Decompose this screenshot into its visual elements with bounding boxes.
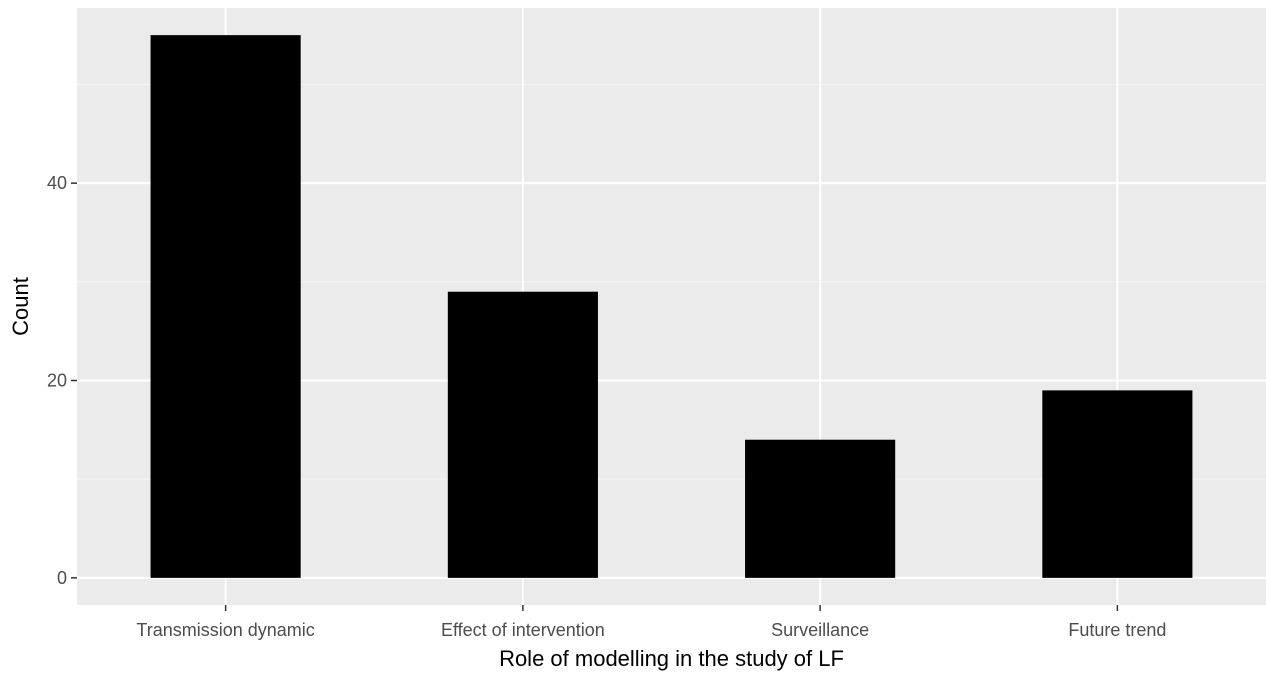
x-axis: Transmission dynamic Effect of interventi… [136, 605, 1166, 640]
x-tick-label: Transmission dynamic [136, 620, 314, 640]
x-tick-label: Effect of intervention [441, 620, 605, 640]
y-tick-label: 0 [57, 568, 67, 588]
bar [150, 35, 301, 578]
y-tick-label: 20 [47, 371, 67, 391]
x-tick-label: Surveillance [771, 620, 869, 640]
bars [150, 35, 1193, 578]
y-axis: 0 20 40 [47, 173, 77, 588]
bar [745, 439, 896, 578]
x-axis-title: Role of modelling in the study of LF [499, 646, 844, 671]
y-tick-label: 40 [47, 173, 67, 193]
bar [1042, 390, 1193, 578]
y-axis-title: Count [8, 277, 33, 336]
x-tick-label: Future trend [1068, 620, 1166, 640]
bar [447, 291, 598, 578]
